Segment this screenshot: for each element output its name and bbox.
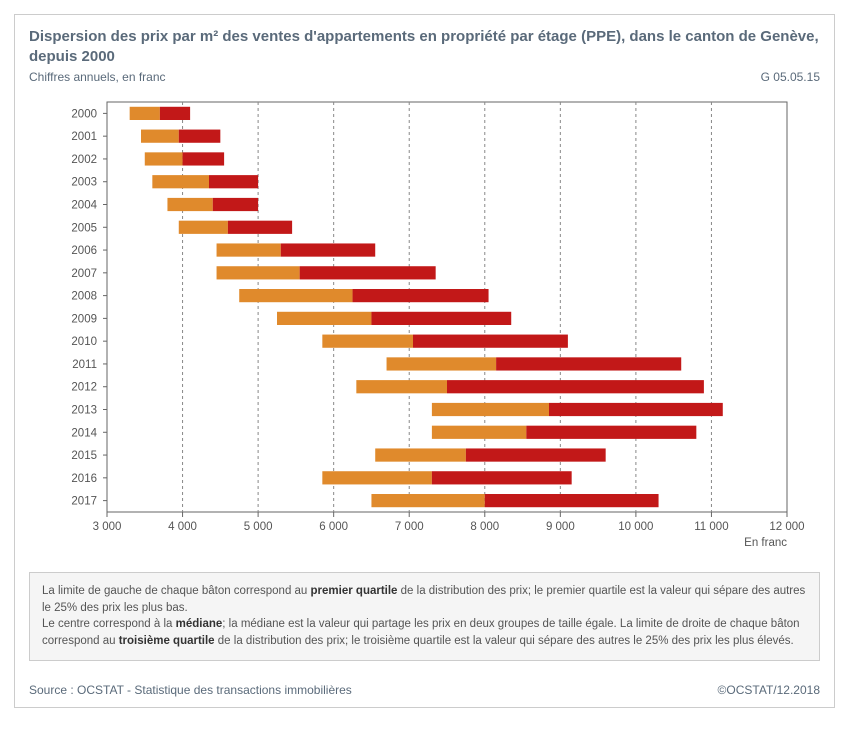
footer-row: Source : OCSTAT - Statistique des transa… [29,683,820,697]
x-tick-label: 12 000 [769,521,804,533]
y-tick-label: 2015 [71,450,97,462]
bar-q3 [371,312,511,325]
y-tick-label: 2001 [71,131,97,143]
y-tick-label: 2014 [71,427,97,439]
bar-q3 [281,243,375,256]
y-tick-label: 2004 [71,200,97,212]
bar-q3 [183,152,225,165]
y-tick-label: 2012 [71,382,97,394]
bar-q1 [217,243,281,256]
y-tick-label: 2011 [72,359,97,371]
x-tick-label: 10 000 [618,521,653,533]
bar-q1 [432,426,526,439]
bar-q3 [496,357,681,370]
copyright-text: ©OCSTAT/12.2018 [718,683,820,697]
subtitle-row: Chiffres annuels, en franc G 05.05.15 [29,70,820,84]
x-tick-label: 9 000 [546,521,575,533]
chart-container: Dispersion des prix par m² des ventes d'… [14,14,835,708]
bar-q3 [353,289,489,302]
x-tick-label: 3 000 [93,521,122,533]
bar-q1 [277,312,371,325]
y-tick-label: 2010 [71,336,97,348]
bar-q3 [300,266,436,279]
x-tick-label: 8 000 [470,521,499,533]
explanatory-note: La limite de gauche de chaque bâton corr… [29,572,820,661]
y-tick-label: 2000 [71,108,97,120]
x-tick-label: 4 000 [168,521,197,533]
bar-q1 [375,448,466,461]
bar-q3 [213,198,258,211]
bar-q3 [466,448,606,461]
range-bar-chart: 3 000 4 000 5 000 6 000 7 000 8 000 9 000 10 00… [29,90,809,560]
bar-q1 [322,335,413,348]
x-tick-label: 11 000 [694,521,728,533]
bar-q1 [167,198,212,211]
chart-code: G 05.05.15 [761,70,820,84]
x-tick-label: 7 000 [395,521,424,533]
bar-q1 [141,130,179,143]
bar-q1 [371,494,484,507]
bar-q3 [549,403,723,416]
chart-plot: 3 000 4 000 5 000 6 000 7 000 8 000 9 000 10 00… [29,90,820,560]
bar-q1 [179,221,228,234]
y-tick-label: 2006 [71,245,97,257]
chart-subtitle: Chiffres annuels, en franc [29,70,166,84]
bar-q1 [130,107,160,120]
bar-q3 [485,494,659,507]
bar-q1 [239,289,352,302]
bar-q3 [228,221,292,234]
y-tick-label: 2016 [71,473,97,485]
y-tick-label: 2005 [71,222,97,234]
x-tick-label: 5 000 [244,521,273,533]
bar-q3 [209,175,258,188]
y-tick-label: 2017 [71,496,97,508]
bar-q3 [160,107,190,120]
source-text: Source : OCSTAT - Statistique des transa… [29,683,352,697]
x-axis-label: En franc [744,537,787,549]
bar-q3 [447,380,704,393]
bar-q1 [432,403,549,416]
bar-q1 [356,380,447,393]
bar-q1 [217,266,300,279]
y-tick-label: 2007 [71,268,97,280]
bar-q3 [432,471,572,484]
y-tick-label: 2008 [71,291,97,303]
y-tick-label: 2013 [71,405,97,417]
x-tick-label: 6 000 [319,521,348,533]
bar-q3 [526,426,696,439]
bar-q1 [152,175,209,188]
y-tick-label: 2009 [71,313,97,325]
y-tick-label: 2002 [71,154,97,166]
bar-q3 [413,335,568,348]
y-tick-label: 2003 [71,177,97,189]
chart-title: Dispersion des prix par m² des ventes d'… [29,27,820,66]
bar-q1 [145,152,183,165]
bar-q1 [387,357,497,370]
bar-q1 [322,471,432,484]
bar-q3 [179,130,221,143]
